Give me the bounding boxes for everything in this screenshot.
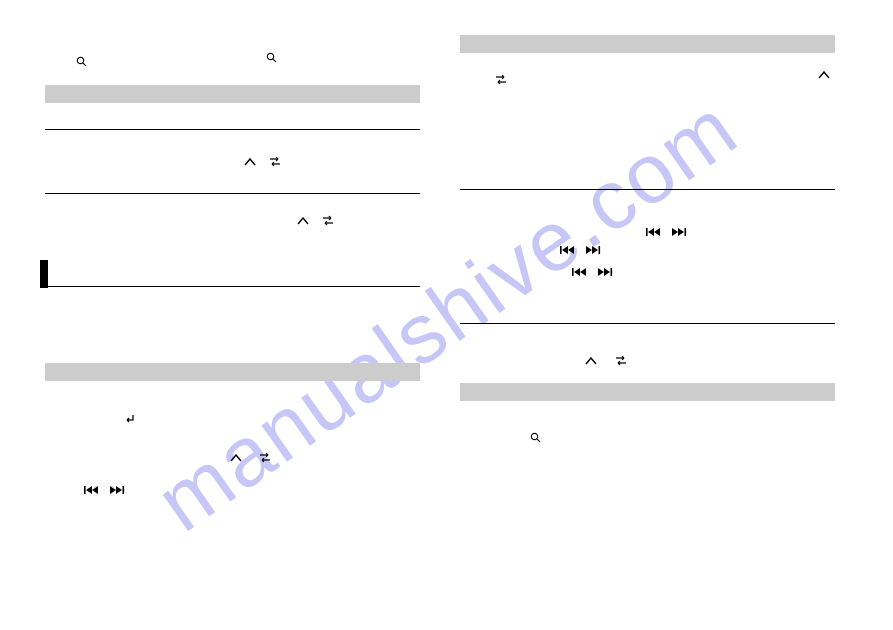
transport-prev-next-icon (84, 482, 126, 500)
search-icon (530, 428, 541, 446)
swap-icon (268, 154, 282, 172)
swap-icon (494, 72, 508, 90)
caret-up-icon (818, 67, 830, 85)
return-icon (124, 413, 137, 431)
page-tab-marker (40, 260, 48, 288)
transport-prev-next-icon (560, 242, 602, 260)
caret-up-icon (244, 154, 256, 172)
section-header-bar (45, 85, 420, 103)
transport-prev-next-icon (646, 224, 688, 242)
transport-prev-next-icon (572, 264, 614, 282)
caret-up-icon (230, 450, 242, 468)
caret-up-icon (585, 353, 597, 371)
watermark-text: manualshive.com (139, 79, 755, 551)
swap-icon (321, 213, 335, 231)
section-header-bar (45, 363, 420, 381)
divider-line (45, 193, 420, 194)
divider-line (460, 189, 835, 190)
divider-line (45, 286, 420, 287)
section-header-bar (460, 35, 835, 53)
divider-line (45, 129, 420, 130)
section-header-bar (460, 383, 835, 401)
swap-icon (614, 353, 628, 371)
search-icon (76, 52, 87, 70)
divider-line (460, 323, 835, 324)
caret-up-icon (297, 213, 309, 231)
search-icon (266, 48, 277, 66)
swap-icon (258, 450, 272, 468)
